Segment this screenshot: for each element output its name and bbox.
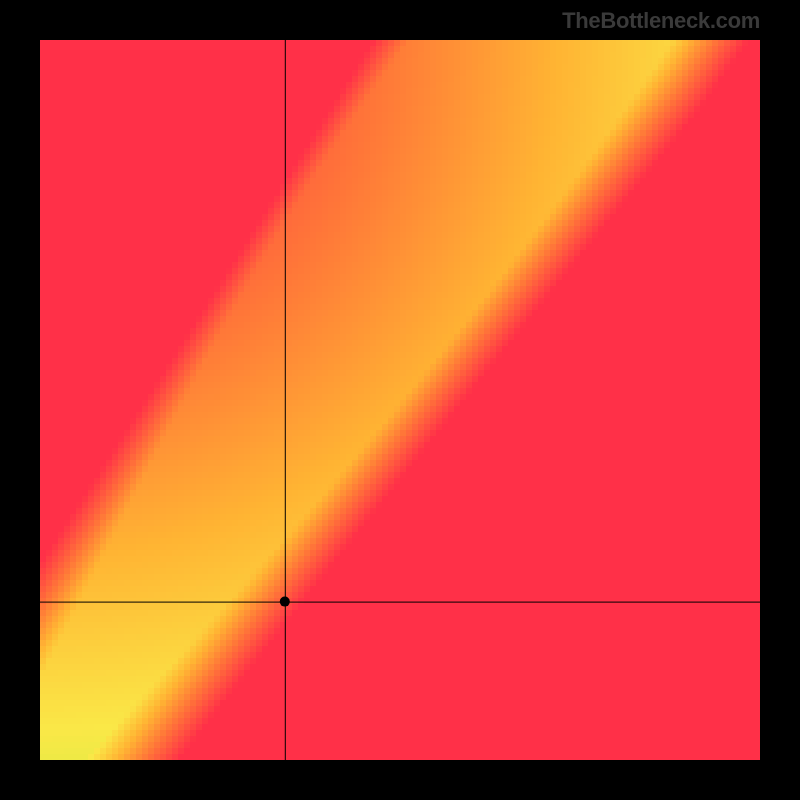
plot-area <box>40 40 760 760</box>
chart-container: TheBottleneck.com <box>0 0 800 800</box>
heatmap-canvas <box>40 40 760 760</box>
watermark-text: TheBottleneck.com <box>562 8 760 34</box>
